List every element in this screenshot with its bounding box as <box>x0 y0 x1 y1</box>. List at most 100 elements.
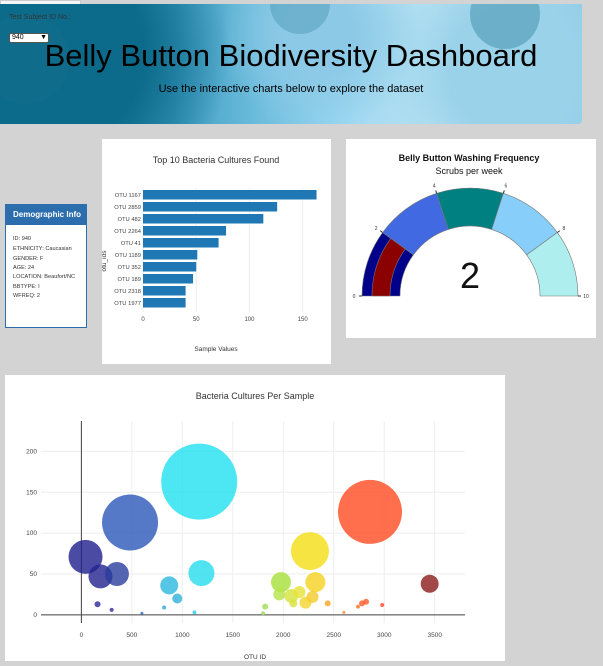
bubble[interactable] <box>273 588 286 601</box>
bubble[interactable] <box>102 494 159 551</box>
demo-id: ID: 940 <box>13 236 32 242</box>
bubble-chart-title: Bacteria Cultures Per Sample <box>196 391 315 401</box>
bar[interactable] <box>143 202 278 212</box>
bubble[interactable] <box>290 532 329 571</box>
demo-ethnicity: ETHNICITY: Caucasian <box>13 245 72 252</box>
bar-category-label: OTU 1977 <box>114 301 141 307</box>
bubble[interactable] <box>192 610 197 615</box>
bar[interactable] <box>143 238 219 248</box>
bar[interactable] <box>143 262 197 272</box>
gauge-chart: Belly Button Washing Frequency Scrubs pe… <box>353 153 589 300</box>
bar-chart: Top 10 Bacteria Cultures Found Sample Va… <box>101 155 317 353</box>
bar-category-label: OTU 352 <box>117 265 141 271</box>
bubble[interactable] <box>420 574 439 593</box>
bubble-x-tick-label: 1000 <box>175 632 190 639</box>
demo-age: AGE: 24 <box>13 265 35 272</box>
bar-category-label: OTU 482 <box>117 217 141 223</box>
bubble[interactable] <box>338 479 403 544</box>
bar-category-label: OTU 2859 <box>114 205 141 211</box>
bubble-x-tick-label: 2500 <box>327 632 342 639</box>
header-banner: Belly Button Biodiversity Dashboard Use … <box>0 4 582 124</box>
bubble[interactable] <box>172 593 183 604</box>
bar-category-label: OTU 189 <box>117 277 141 283</box>
demo-gender: GENDER: F <box>13 255 44 262</box>
bubble[interactable] <box>162 605 167 610</box>
bubble[interactable] <box>355 604 360 609</box>
bubble[interactable] <box>109 607 114 612</box>
bubble-x-tick-label: 1500 <box>226 632 241 639</box>
gauge-value: 2 <box>460 255 480 296</box>
chevron-down-icon: ▼ <box>40 34 47 41</box>
bubble-x-tick-label: 2000 <box>276 632 291 639</box>
bubble[interactable] <box>293 585 306 598</box>
bubble[interactable] <box>289 599 298 608</box>
virus-image-left <box>0 14 70 104</box>
bar[interactable] <box>143 250 198 260</box>
bubble-x-axis-label: OTU ID <box>244 654 266 661</box>
gauge-tick <box>502 190 505 194</box>
bubble-chart-panel: Bacteria Cultures Per Sample OTU ID 0 500… <box>5 375 505 661</box>
bar-x-tick-label: 0 <box>141 317 145 323</box>
bubble[interactable] <box>261 611 266 616</box>
bar-category-label: OTU 2318 <box>114 289 141 295</box>
bar[interactable] <box>143 214 264 224</box>
bubble[interactable] <box>342 610 346 614</box>
gauge-title: Belly Button Washing Frequency <box>399 153 540 163</box>
demo-bbtype: BBTYPE: I <box>13 283 40 290</box>
bubble-x-tick-label: 3500 <box>427 632 442 639</box>
bubble[interactable] <box>68 539 103 574</box>
bar-x-axis-label: Sample Values <box>194 346 238 353</box>
bubble-y-tick-label: 100 <box>26 530 37 537</box>
bar-x-tick-label: 100 <box>244 317 255 323</box>
subject-id-dropdown[interactable]: 940 ▼ <box>9 33 49 43</box>
gauge-tick-label: 4 <box>433 184 436 190</box>
bubble[interactable] <box>262 603 269 610</box>
bubble[interactable] <box>188 560 215 587</box>
bubble[interactable] <box>160 576 179 595</box>
bubble-x-tick-label: 3000 <box>377 632 392 639</box>
bubble-y-tick-label: 200 <box>26 448 37 455</box>
bar-category-label: OTU 1167 <box>115 193 141 199</box>
demographic-panel: Demographic Info ID: 940 ETHNICITY: Cauc… <box>5 204 87 328</box>
bubble[interactable] <box>380 603 385 608</box>
gauge-tick-label: 8 <box>562 226 565 232</box>
demographic-info: ID: 940 ETHNICITY: Caucasian GENDER: F A… <box>6 225 86 312</box>
bubble[interactable] <box>306 590 319 603</box>
bar-category-label: OTU 1189 <box>115 253 141 259</box>
gauge-tick-label: 10 <box>583 294 589 300</box>
subject-id-value: 940 <box>12 34 24 41</box>
bubble[interactable] <box>104 561 129 586</box>
bar[interactable] <box>143 274 194 284</box>
bubble[interactable] <box>363 598 370 605</box>
demographic-title: Demographic Info <box>6 205 86 225</box>
bar[interactable] <box>143 190 317 200</box>
bar-x-tick-label: 50 <box>193 317 200 323</box>
bubble-chart: Bacteria Cultures Per Sample OTU ID 0 500… <box>26 391 465 661</box>
bubble[interactable] <box>94 601 101 608</box>
bar-category-label: OTU 2264 <box>114 229 142 235</box>
bar[interactable] <box>143 298 186 308</box>
gauge-tick <box>435 190 438 194</box>
virus-image-top <box>270 4 330 34</box>
bubble[interactable] <box>161 443 238 520</box>
bubble[interactable] <box>324 600 331 607</box>
gauge-panel: Belly Button Washing Frequency Scrubs pe… <box>346 139 596 338</box>
gauge-tick <box>557 230 561 233</box>
page-subtitle: Use the interactive charts below to expl… <box>158 83 424 95</box>
bubble[interactable] <box>140 611 144 615</box>
bar[interactable] <box>143 286 186 296</box>
bar[interactable] <box>143 226 227 236</box>
gauge-tick <box>379 230 383 233</box>
gauge-subtitle: Scrubs per week <box>435 166 503 176</box>
bar-x-tick-label: 150 <box>298 317 309 323</box>
bubble[interactable] <box>305 572 326 593</box>
gauge-tick-label: 6 <box>504 184 507 190</box>
bubble-x-tick-label: 500 <box>126 632 137 639</box>
bar-y-axis-label: otu_ids <box>102 250 108 272</box>
bubble-y-tick-label: 150 <box>26 489 37 496</box>
gauge-value-bar <box>371 237 406 297</box>
bubble[interactable] <box>270 572 291 593</box>
gauge-tick-label: 2 <box>375 226 378 232</box>
bubble-x-tick-label: 0 <box>80 632 84 639</box>
demo-location: LOCATION: Beaufort/NC <box>13 274 76 281</box>
